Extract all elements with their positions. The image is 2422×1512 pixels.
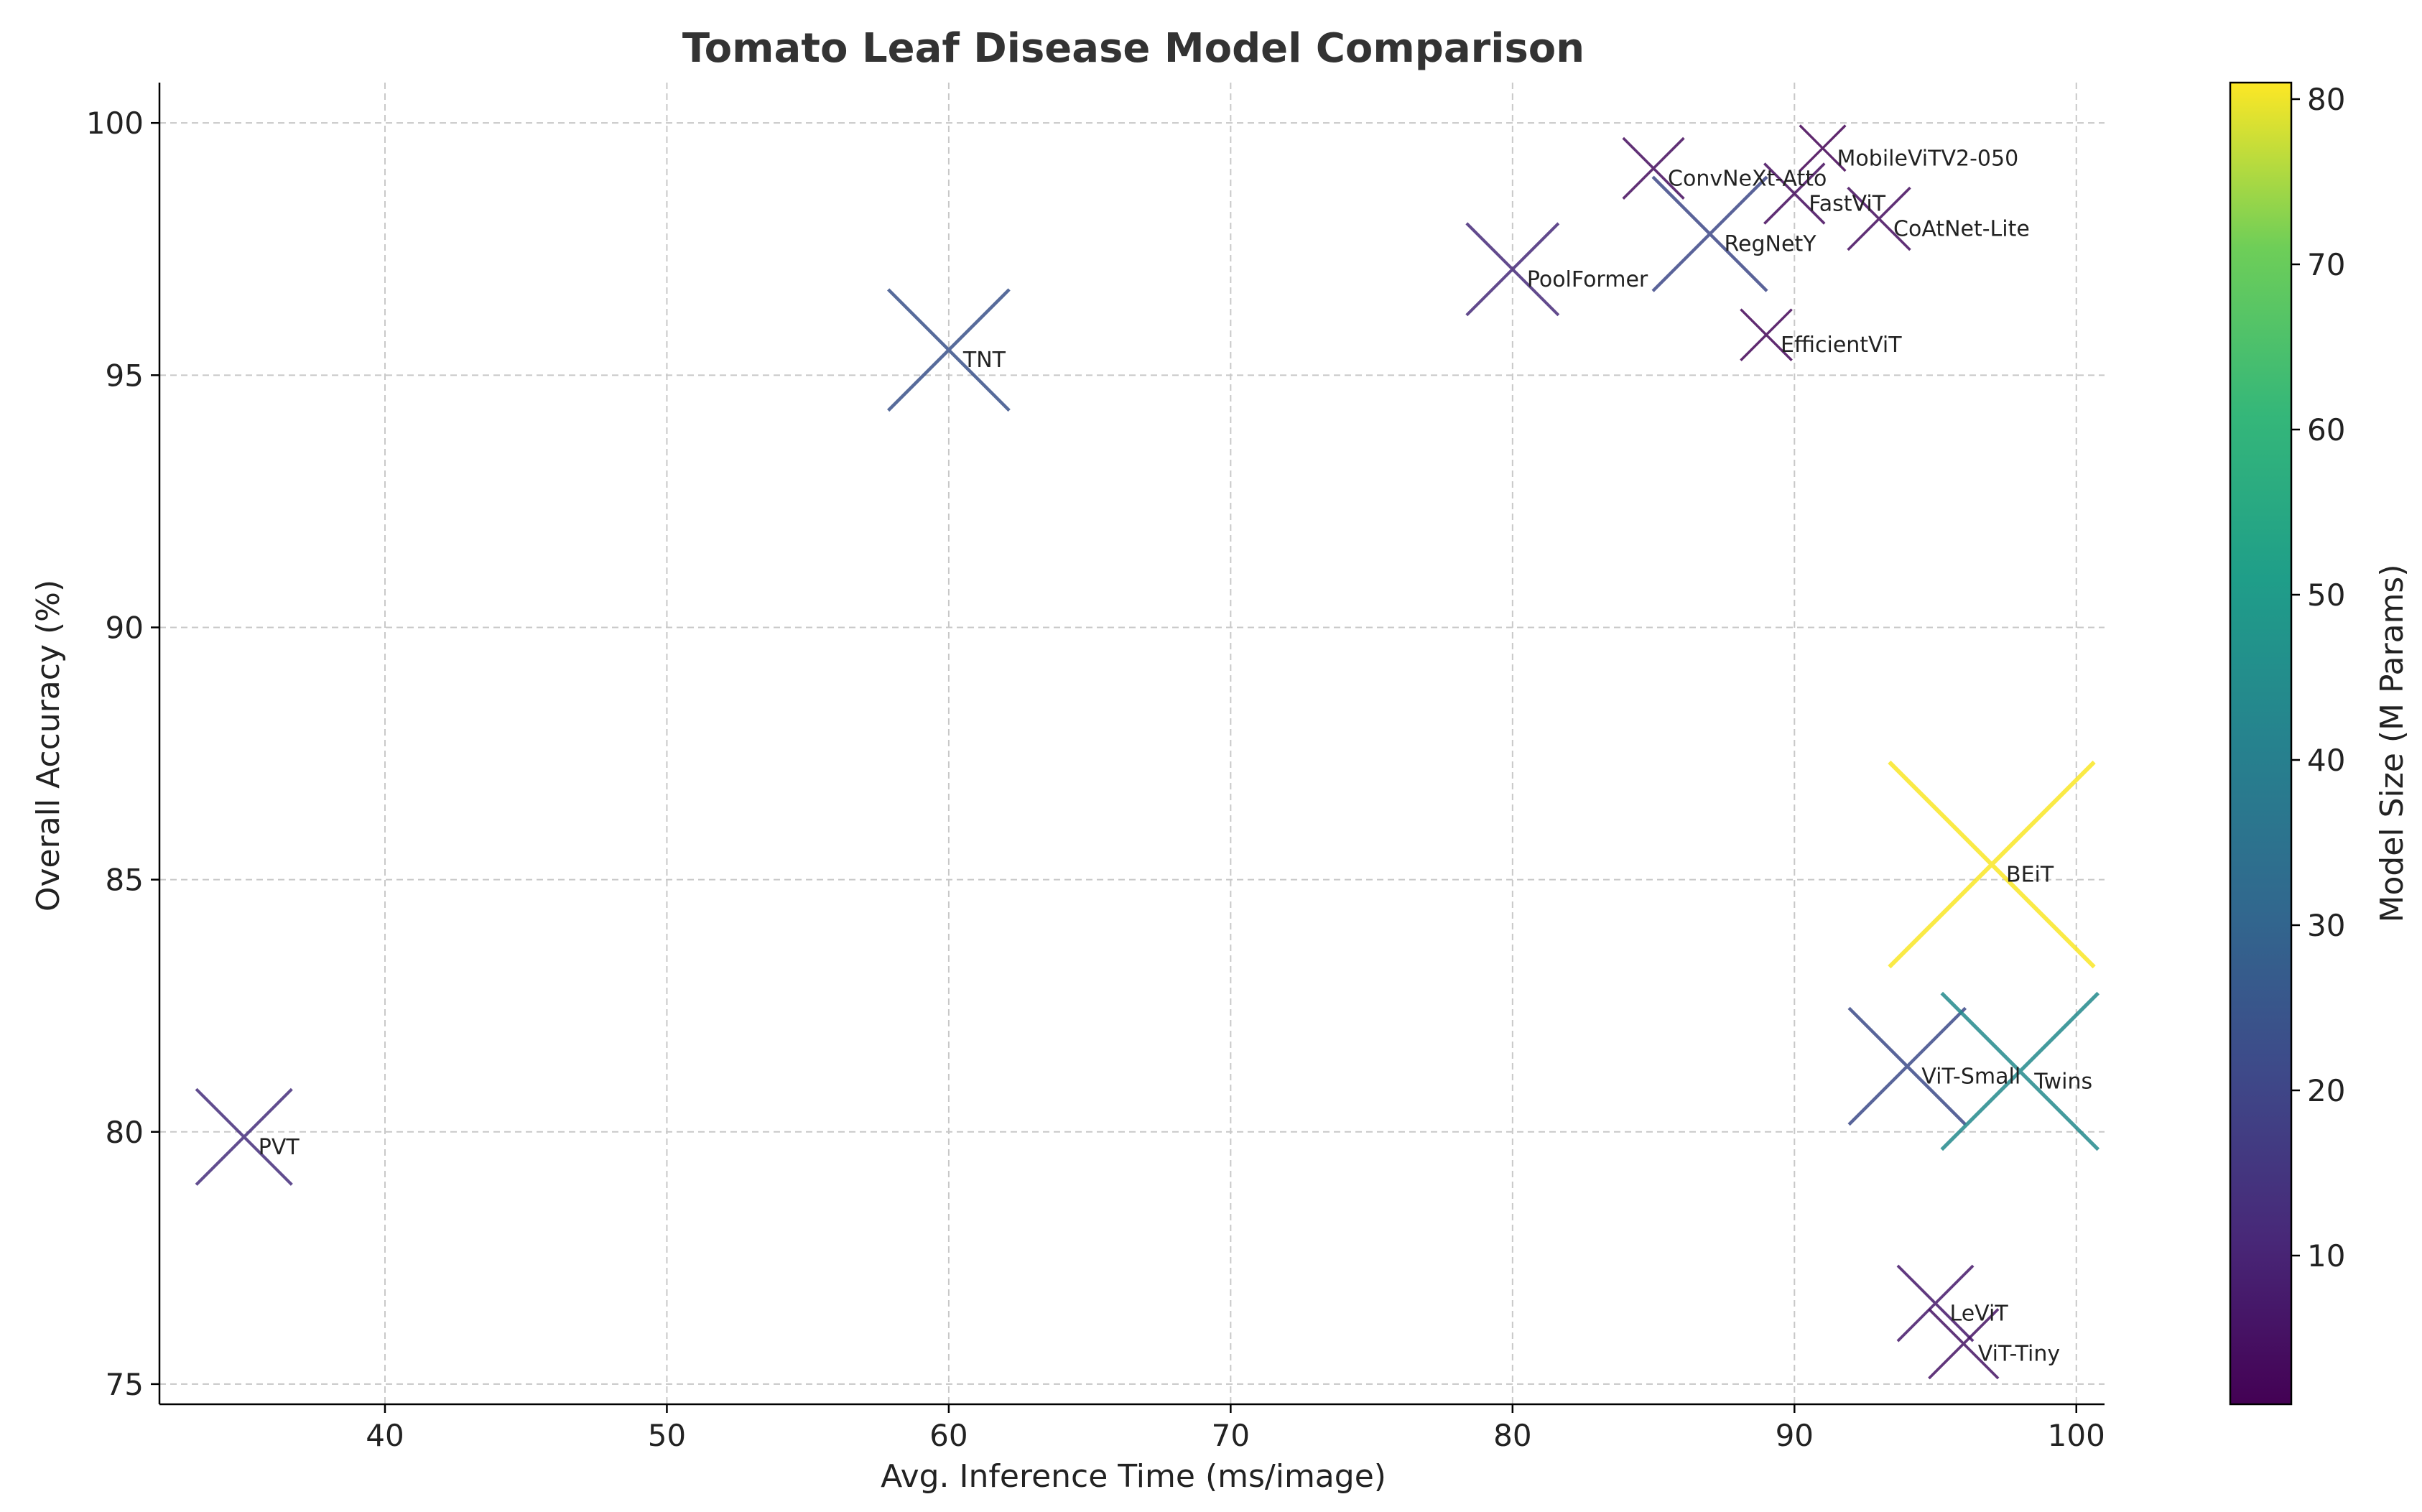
point-label: ConvNeXt-Atto [1668, 166, 1827, 191]
marker-stroke [1763, 162, 1826, 225]
data-points [195, 124, 2100, 1380]
colorbar-tick-label: 10 [2307, 1238, 2345, 1274]
marker-stroke [887, 288, 1011, 412]
point-label: Twins [2033, 1069, 2092, 1094]
data-point [1740, 308, 1793, 361]
point-label: PoolFormer [1527, 267, 1648, 292]
colorbar [2229, 81, 2293, 1406]
data-point [1940, 991, 2100, 1151]
point-label: MobileViTV2-050 [1837, 146, 2019, 171]
x-tick-label: 70 [1212, 1418, 1250, 1453]
marker-stroke [1928, 1308, 2000, 1380]
y-axis-label: Overall Accuracy (%) [30, 580, 67, 912]
point-label: EfficientViT [1781, 333, 1902, 358]
marker-stroke [1940, 991, 2100, 1151]
y-tick-label: 80 [106, 1115, 144, 1150]
data-point [1847, 1006, 1967, 1126]
data-point [195, 1087, 293, 1186]
y-tick-label: 85 [106, 863, 144, 898]
point-label: BEiT [2006, 863, 2054, 888]
colorbar-tick-label: 80 [2307, 82, 2345, 117]
colorbar-tick-label: 30 [2307, 908, 2345, 943]
data-point [1651, 175, 1768, 292]
marker-stroke [1888, 760, 2096, 969]
y-tick-label: 95 [106, 358, 144, 393]
colorbar-tick-label: 50 [2307, 578, 2345, 613]
point-label: PVT [259, 1135, 300, 1160]
point-label: ViT-Tiny [1978, 1342, 2060, 1367]
marker-stroke [1465, 222, 1560, 317]
marker-stroke [1896, 1264, 1975, 1342]
x-tick-label: 90 [1776, 1418, 1814, 1453]
data-point [887, 288, 1011, 412]
y-tick-label: 100 [86, 106, 144, 141]
marker-stroke [1847, 1006, 1967, 1126]
colorbar-tick-label: 40 [2307, 743, 2345, 778]
marker-stroke [1799, 124, 1847, 172]
colorbar-tick-label: 60 [2307, 412, 2345, 447]
colorbar-tick-label: 70 [2307, 247, 2345, 282]
marker-stroke [1622, 136, 1685, 200]
y-tick-label: 90 [106, 610, 144, 645]
x-axis-label: Avg. Inference Time (ms/image) [881, 1458, 1386, 1495]
x-tick-label: 100 [2048, 1418, 2105, 1453]
data-point [1928, 1308, 2000, 1380]
data-point [1799, 124, 1847, 172]
x-tick-label: 80 [1493, 1418, 1531, 1453]
x-tick-label: 60 [929, 1418, 968, 1453]
chart-title: Tomato Leaf Disease Model Comparison [682, 25, 1584, 72]
data-point [1847, 186, 1911, 251]
point-label: TNT [962, 348, 1006, 373]
x-tick-label: 50 [648, 1418, 686, 1453]
marker-stroke [1651, 175, 1768, 292]
tick-labels: 40 50 60 70 80 90 100 75 80 85 90 95 100 [86, 106, 2105, 1453]
grid-lines [159, 83, 2105, 1404]
point-label: RegNetY [1725, 232, 1817, 257]
data-point [1465, 222, 1560, 317]
marker-stroke [195, 1087, 293, 1186]
data-point [1896, 1264, 1975, 1342]
colorbar-ticks: 10 20 30 40 50 60 70 80 [2291, 82, 2345, 1274]
x-tick-label: 40 [366, 1418, 404, 1453]
colorbar-label: Model Size (M Params) [2374, 564, 2411, 922]
y-tick-label: 75 [106, 1367, 144, 1402]
marker-stroke [1740, 308, 1793, 361]
data-point [1622, 136, 1685, 200]
point-label: FastViT [1809, 192, 1885, 217]
marker-stroke [1847, 186, 1911, 251]
data-point [1763, 162, 1826, 225]
axes [158, 83, 2105, 1406]
point-label: CoAtNet-Lite [1893, 217, 2030, 242]
data-point [1888, 760, 2096, 969]
point-label: LeViT [1950, 1302, 2009, 1327]
colorbar-tick-label: 20 [2307, 1073, 2345, 1108]
point-label: ViT-Small [1921, 1064, 2020, 1089]
